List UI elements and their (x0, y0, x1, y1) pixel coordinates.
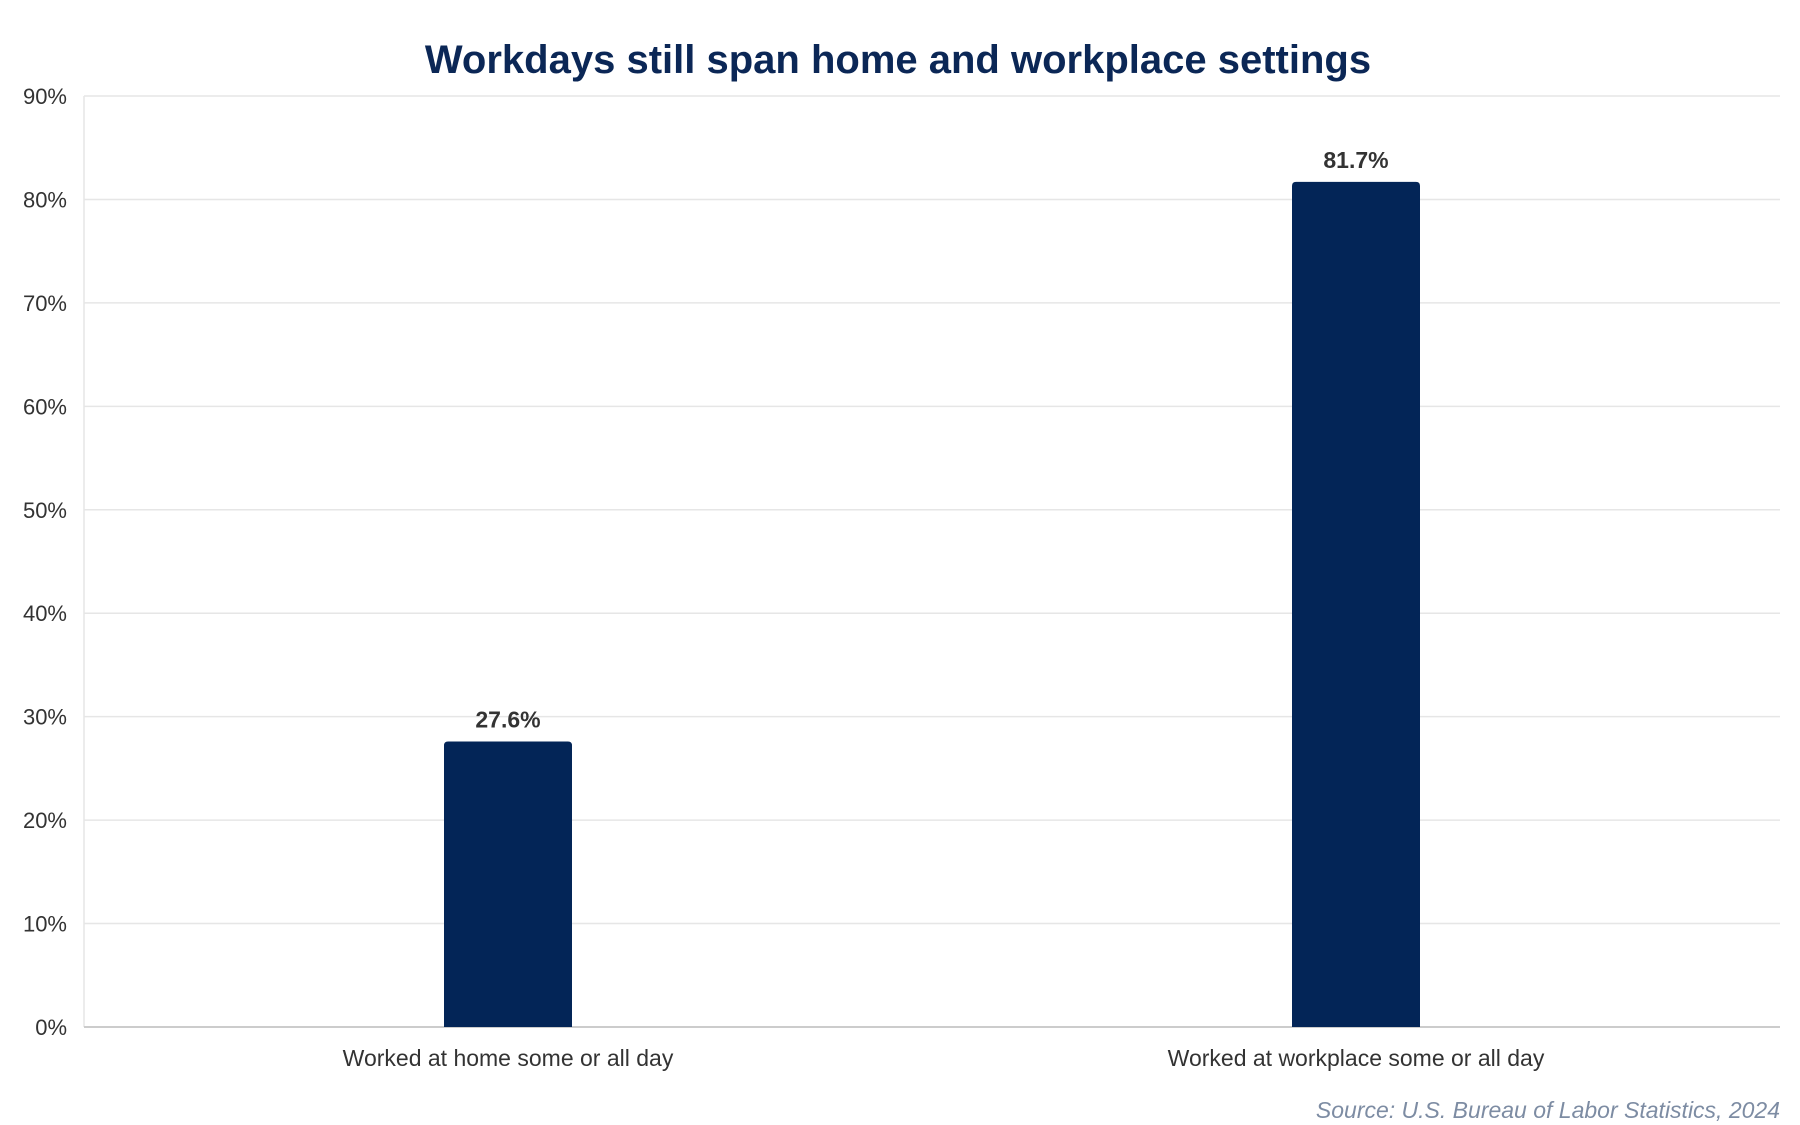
x-category-label: Worked at workplace some or all day (1168, 1045, 1545, 1071)
bar (1292, 181, 1420, 1027)
y-axis-ticks: 0% 10% 20% 30% 40% 50% 60% 70% 80% 90% (23, 84, 67, 1040)
y-tick-label: 30% (23, 705, 67, 730)
x-axis-labels: Worked at home some or all day Worked at … (343, 1045, 1545, 1071)
source-note: Source: U.S. Bureau of Labor Statistics,… (1316, 1097, 1780, 1123)
bar (444, 741, 572, 1027)
y-tick-label: 60% (23, 394, 67, 419)
y-tick-label: 50% (23, 498, 67, 523)
value-label: 27.6% (475, 706, 540, 732)
axes (83, 96, 1780, 1028)
chart-title: Workdays still span home and workplace s… (425, 38, 1371, 82)
x-category-label: Worked at home some or all day (343, 1045, 674, 1071)
value-label: 81.7% (1323, 147, 1388, 173)
y-tick-label: 40% (23, 601, 67, 626)
y-tick-label: 80% (23, 187, 67, 212)
y-tick-label: 0% (35, 1015, 67, 1040)
gridlines (84, 95, 1780, 925)
value-labels: 27.6% 81.7% (475, 147, 1388, 733)
y-tick-label: 20% (23, 808, 67, 833)
bars (444, 181, 1420, 1027)
y-tick-label: 70% (23, 291, 67, 316)
y-tick-label: 10% (23, 912, 67, 937)
y-tick-label: 90% (23, 84, 67, 109)
